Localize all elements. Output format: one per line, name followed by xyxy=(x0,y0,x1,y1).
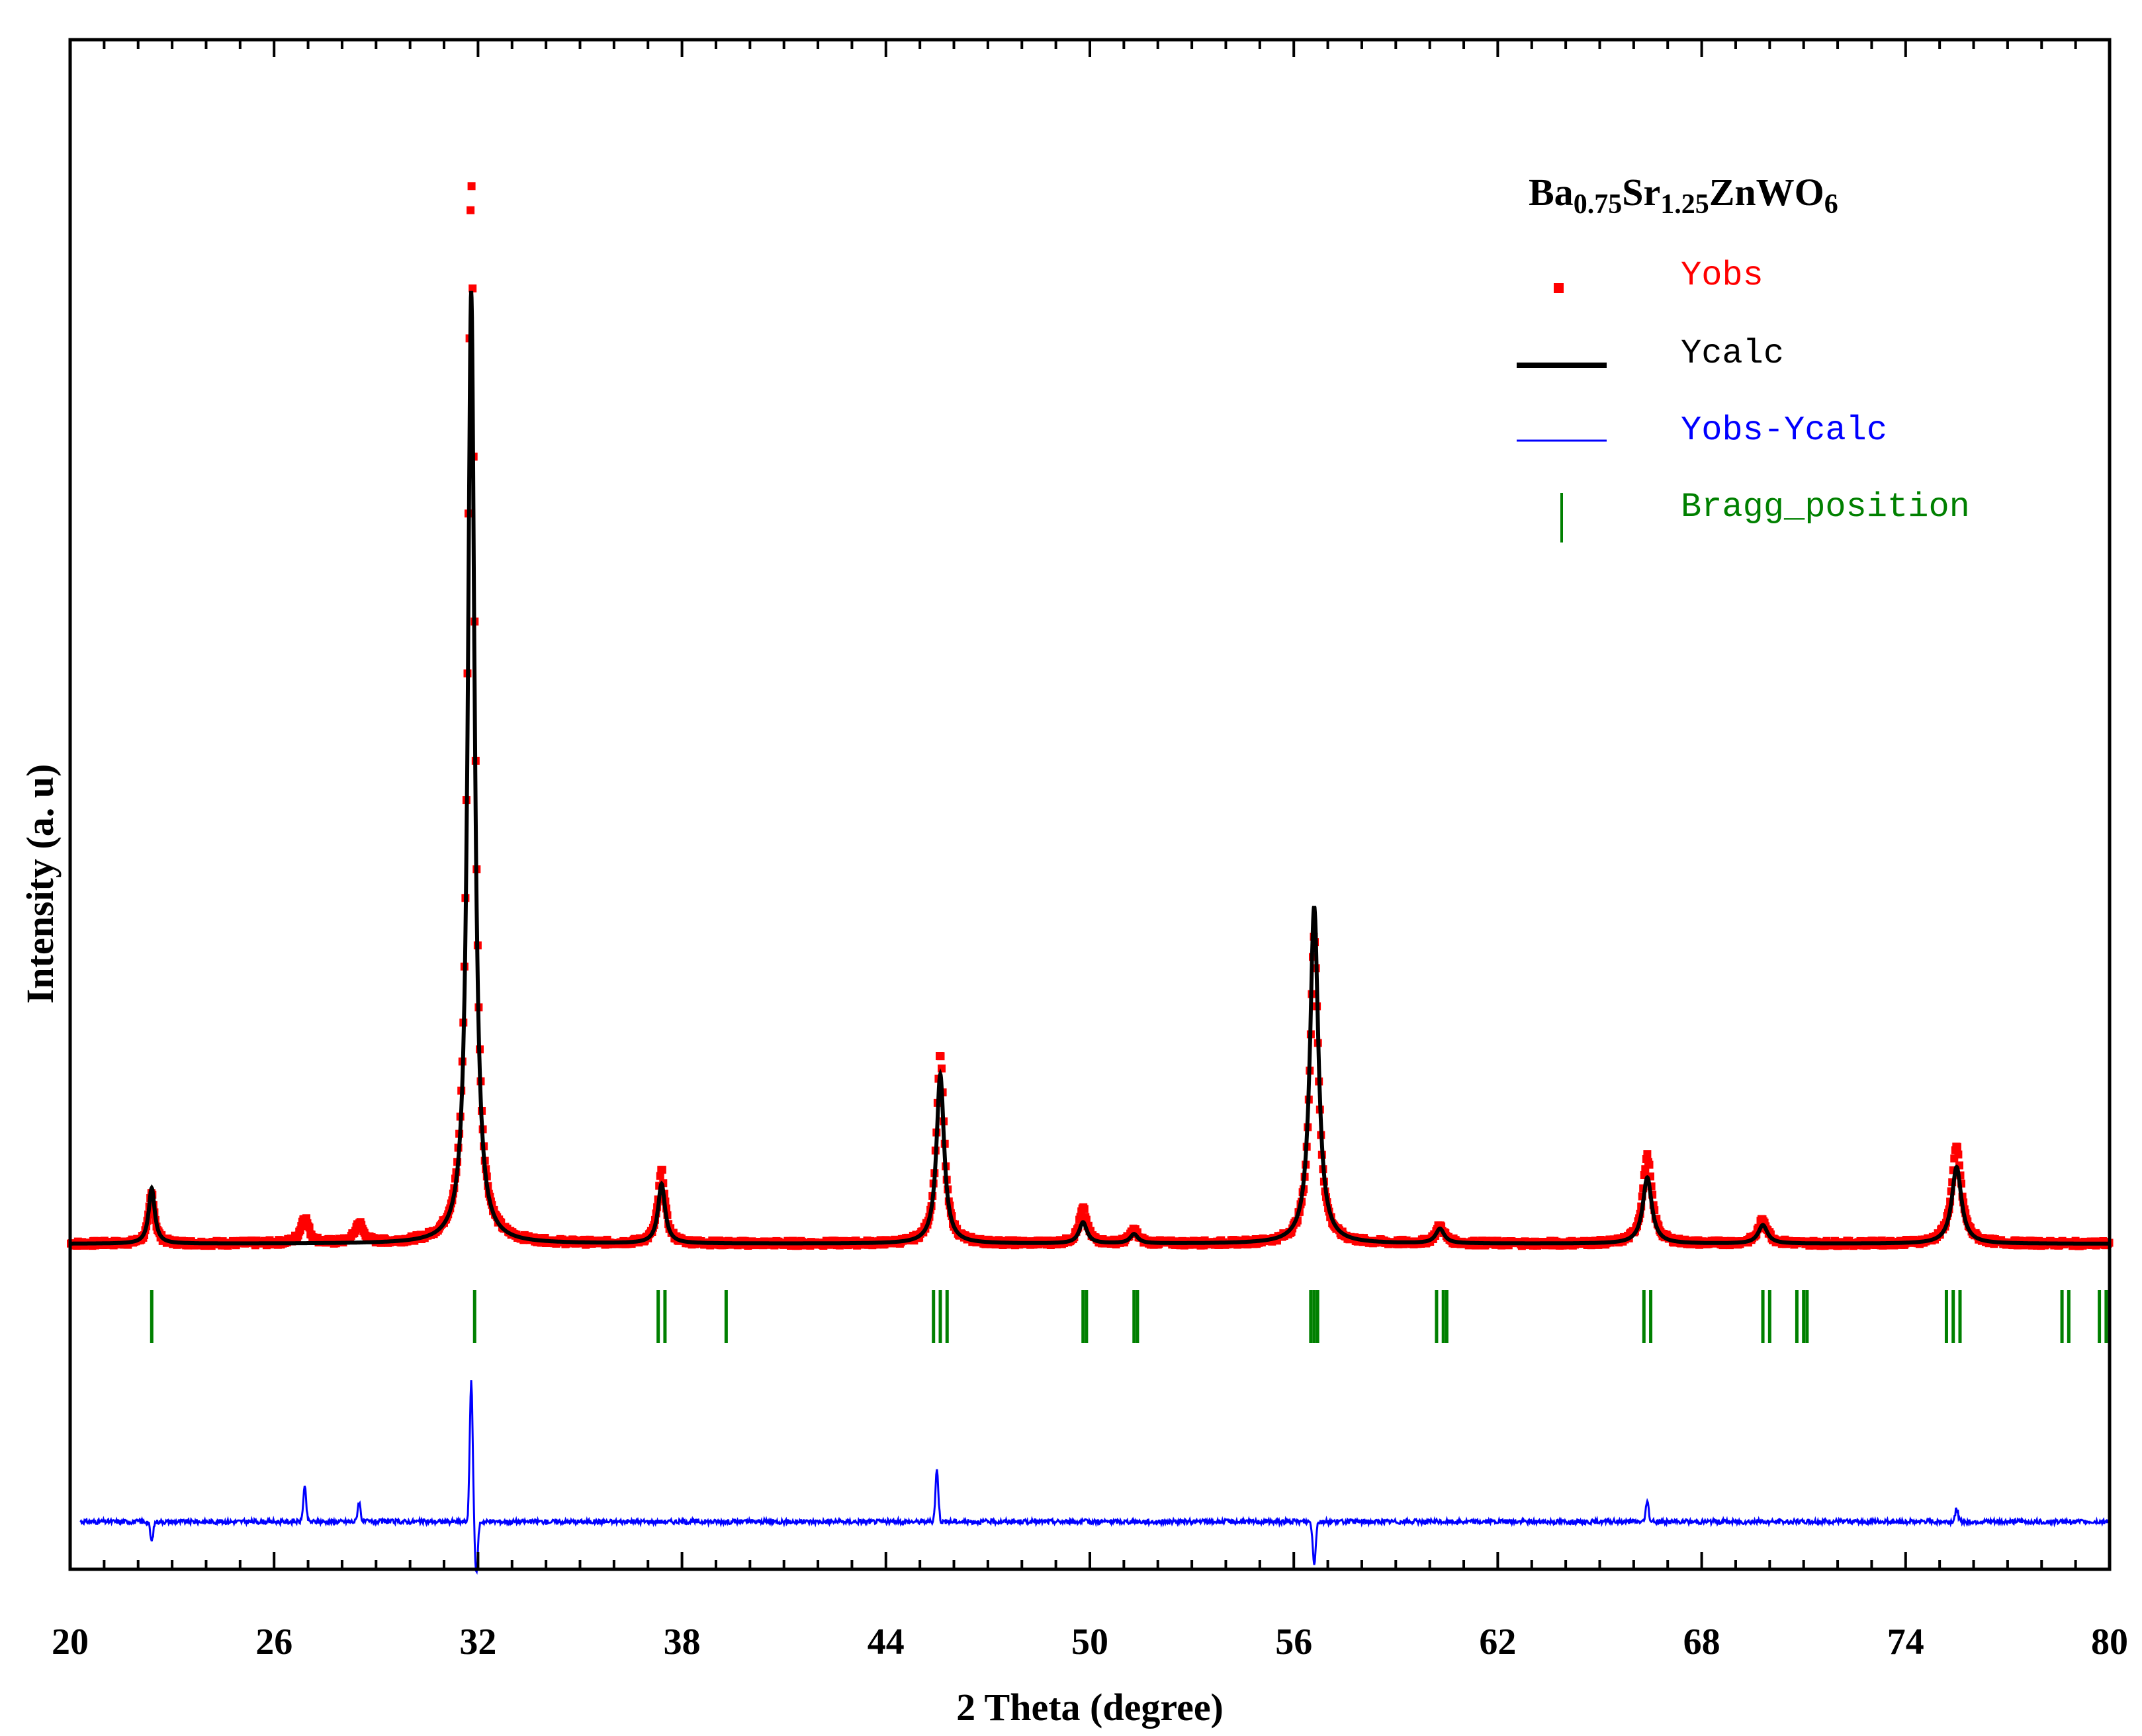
formula-sr: Sr xyxy=(1622,171,1660,214)
legend-yobs-label: Yobs xyxy=(1681,256,1763,295)
x-tick-label: 80 xyxy=(2091,1622,2128,1663)
yobs-point xyxy=(467,182,476,191)
legend: Yobs Ycalc Yobs-Ycalc Bragg_position xyxy=(1517,256,1970,542)
yobs-point xyxy=(938,1064,946,1073)
yobs-point xyxy=(469,284,477,292)
x-tick-label: 74 xyxy=(1887,1622,1924,1663)
x-tick-label: 62 xyxy=(1479,1622,1516,1663)
series-yobs xyxy=(67,182,2114,1250)
x-tick-label: 20 xyxy=(52,1622,89,1663)
yobs-point xyxy=(656,1172,664,1180)
x-tick-label: 50 xyxy=(1071,1622,1108,1663)
yobs-point xyxy=(305,1223,314,1232)
yobs-point xyxy=(1643,1150,1652,1158)
formula-ba-sub: 0.75 xyxy=(1574,189,1623,220)
series-difference-line xyxy=(79,1380,2109,1575)
y-axis-title: Intensity (a. u) xyxy=(19,764,62,1004)
formula-sr-sub: 1.25 xyxy=(1660,189,1709,220)
x-tick-label: 56 xyxy=(1275,1622,1312,1663)
x-tick-label: 68 xyxy=(1683,1622,1720,1663)
compound-formula: Ba0.75Sr1.25ZnWO6 xyxy=(1529,171,1838,220)
yobs-point xyxy=(467,206,475,214)
yobs-point xyxy=(936,1052,945,1061)
yobs-point xyxy=(1080,1205,1089,1213)
legend-ycalc-label: Ycalc xyxy=(1681,334,1784,373)
yobs-point xyxy=(1645,1160,1654,1169)
formula-o-sub: 6 xyxy=(1824,189,1838,220)
x-tick-label: 32 xyxy=(459,1622,496,1663)
legend-bragg-label: Bragg_position xyxy=(1681,488,1970,527)
yobs-point xyxy=(658,1166,666,1174)
x-tick-label: 44 xyxy=(868,1622,905,1663)
series-bragg-positions xyxy=(150,1290,2108,1343)
x-tick-label: 38 xyxy=(664,1622,701,1663)
yobs-point xyxy=(1954,1150,1963,1159)
x-axis-ticks: 20 26 32 38 44 50 56 62 68 74 80 xyxy=(52,40,2128,1663)
formula-znwo: ZnWO xyxy=(1709,171,1824,214)
plot-area xyxy=(67,182,2114,1575)
x-axis-title: 2 Theta (degree) xyxy=(956,1686,1224,1729)
formula-ba: Ba xyxy=(1529,171,1574,214)
yobs-point xyxy=(1953,1143,1961,1151)
x-tick-label: 26 xyxy=(255,1622,292,1663)
legend-yobs-marker xyxy=(1554,283,1564,293)
legend-diff-label: Yobs-Ycalc xyxy=(1681,411,1887,450)
